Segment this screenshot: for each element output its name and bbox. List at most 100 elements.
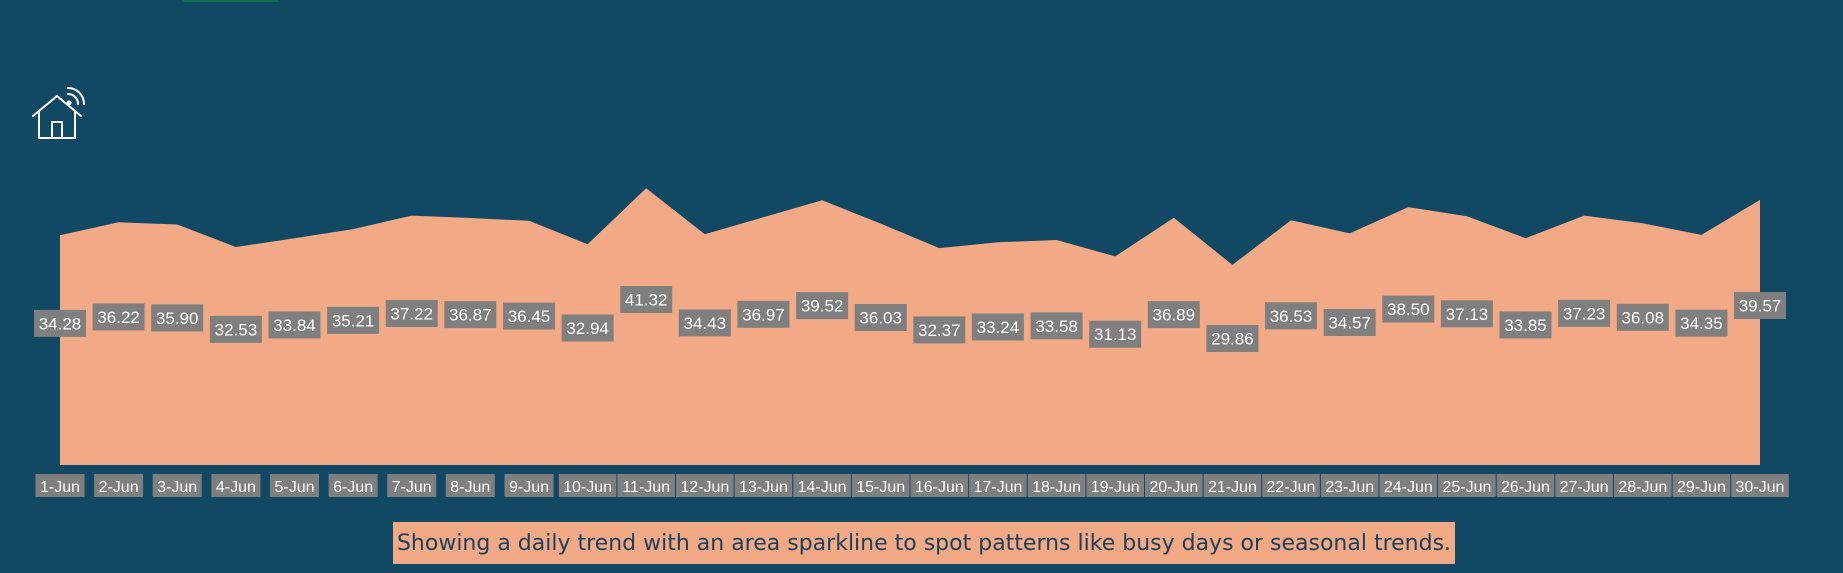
- x-tick-label: 3-Jun: [152, 474, 202, 497]
- data-label-text: 34.43: [684, 314, 727, 333]
- x-tick-text: 8-Jun: [450, 479, 490, 496]
- x-tick-label: 12-Jun: [676, 474, 734, 497]
- data-label-box: [1265, 302, 1317, 330]
- data-label-text: 36.45: [508, 307, 551, 326]
- x-tick-box: [1262, 474, 1320, 497]
- data-label-box: [1206, 325, 1259, 352]
- data-label-box: [678, 309, 731, 337]
- data-label-text: 29.86: [1211, 330, 1254, 349]
- data-label-box: [737, 300, 790, 328]
- x-tick-text: 25-Jun: [1442, 479, 1491, 496]
- data-label: 35.90: [151, 304, 204, 332]
- x-tick-text: 12-Jun: [680, 479, 729, 496]
- x-tick-box: [1438, 474, 1496, 497]
- x-tick-box: [152, 474, 202, 497]
- x-tick-label: 15-Jun: [851, 474, 910, 497]
- data-label: 36.45: [503, 302, 555, 330]
- x-tick-text: 17-Jun: [973, 479, 1022, 496]
- data-label-box: [1734, 292, 1786, 319]
- data-label-box: [1499, 311, 1552, 339]
- data-label-box: [854, 304, 907, 331]
- x-tick-box: [1145, 474, 1203, 497]
- data-label-text: 33.58: [1035, 317, 1078, 336]
- x-tick-box: [676, 474, 734, 497]
- area-sparkline-chart: 34.28 36.22 35.90 32.53 33.84 35.21 37.22 36.87…: [34, 188, 1789, 497]
- x-tick-label: 23-Jun: [1320, 474, 1379, 497]
- data-label-text: 37.23: [1563, 304, 1606, 323]
- x-tick-text: 6-Jun: [333, 479, 373, 496]
- x-tick-box: [445, 474, 495, 497]
- x-tick-text: 7-Jun: [392, 479, 432, 496]
- data-label: 38.50: [1382, 295, 1435, 323]
- caption-text: Showing a daily trend with an area spark…: [396, 530, 1452, 556]
- x-tick-label: 5-Jun: [270, 474, 319, 497]
- x-tick-text: 2-Jun: [99, 479, 139, 496]
- data-label: 33.24: [971, 313, 1024, 341]
- data-label-box: [1675, 309, 1728, 337]
- x-tick-label: 25-Jun: [1438, 474, 1496, 497]
- x-tick-label: 13-Jun: [734, 474, 793, 497]
- x-tick-label: 2-Jun: [94, 474, 144, 497]
- data-label-box: [1323, 309, 1376, 336]
- data-label: 33.58: [1030, 312, 1083, 340]
- x-tick-box: [617, 474, 675, 497]
- data-label-text: 36.89: [1153, 306, 1196, 325]
- x-tick-box: [35, 474, 85, 497]
- x-tick-label: 1-Jun: [35, 474, 85, 497]
- data-label: 32.94: [561, 314, 614, 342]
- data-label: 36.97: [737, 300, 790, 328]
- data-label-text: 34.35: [1680, 314, 1723, 333]
- data-label-box: [34, 309, 86, 337]
- x-tick-label: 18-Jun: [1027, 474, 1086, 497]
- x-tick-label: 30-Jun: [1731, 474, 1789, 497]
- data-label: 31.13: [1089, 320, 1142, 348]
- data-label: 37.13: [1440, 300, 1493, 328]
- data-label-text: 33.84: [273, 316, 316, 335]
- top-accent-bar: [182, 0, 278, 2]
- x-tick-label: 16-Jun: [910, 474, 969, 497]
- data-label: 41.32: [620, 286, 673, 313]
- data-label-box: [1030, 312, 1083, 340]
- x-tick-text: 26-Jun: [1501, 479, 1550, 496]
- data-label-text: 36.87: [449, 306, 492, 325]
- x-tick-box: [734, 474, 793, 497]
- x-tick-box: [969, 474, 1027, 497]
- x-tick-text: 22-Jun: [1267, 479, 1316, 496]
- x-tick-label: 28-Jun: [1614, 474, 1672, 497]
- data-label: 29.86: [1206, 325, 1259, 352]
- data-label-text: 32.53: [215, 320, 258, 339]
- x-tick-text: 1-Jun: [40, 479, 80, 496]
- x-tick-label: 19-Jun: [1086, 474, 1144, 497]
- x-tick-box: [1027, 474, 1086, 497]
- x-tick-box: [910, 474, 969, 497]
- data-label-box: [1382, 295, 1435, 323]
- x-tick-text: 11-Jun: [622, 479, 670, 496]
- x-tick-label: 9-Jun: [504, 474, 554, 497]
- data-label-text: 41.32: [625, 291, 668, 310]
- data-label-box: [1440, 300, 1493, 328]
- data-label-text: 36.08: [1622, 308, 1665, 327]
- data-label-text: 36.03: [859, 309, 902, 328]
- x-tick-text: 4-Jun: [216, 479, 256, 496]
- x-tick-box: [504, 474, 554, 497]
- x-tick-label: 26-Jun: [1496, 474, 1555, 497]
- x-tick-box: [328, 474, 378, 497]
- data-label: 37.23: [1558, 299, 1611, 327]
- x-tick-label: 24-Jun: [1379, 474, 1438, 497]
- x-tick-text: 23-Jun: [1325, 479, 1374, 496]
- x-tick-text: 21-Jun: [1208, 479, 1257, 496]
- x-tick-label: 17-Jun: [969, 474, 1027, 497]
- x-tick-text: 20-Jun: [1149, 479, 1198, 496]
- x-tick-label: 21-Jun: [1203, 474, 1262, 497]
- x-tick-box: [211, 474, 261, 497]
- data-label-text: 39.52: [801, 297, 844, 316]
- data-label: 34.28: [34, 309, 86, 337]
- data-label-box: [796, 292, 849, 320]
- x-tick-label: 4-Jun: [211, 474, 261, 497]
- data-label: 36.89: [1147, 301, 1200, 329]
- x-tick-box: [1672, 474, 1731, 497]
- x-tick-text: 30-Jun: [1736, 479, 1785, 496]
- x-tick-box: [387, 474, 437, 497]
- data-label: 34.57: [1323, 309, 1376, 336]
- data-label: 39.57: [1734, 292, 1786, 319]
